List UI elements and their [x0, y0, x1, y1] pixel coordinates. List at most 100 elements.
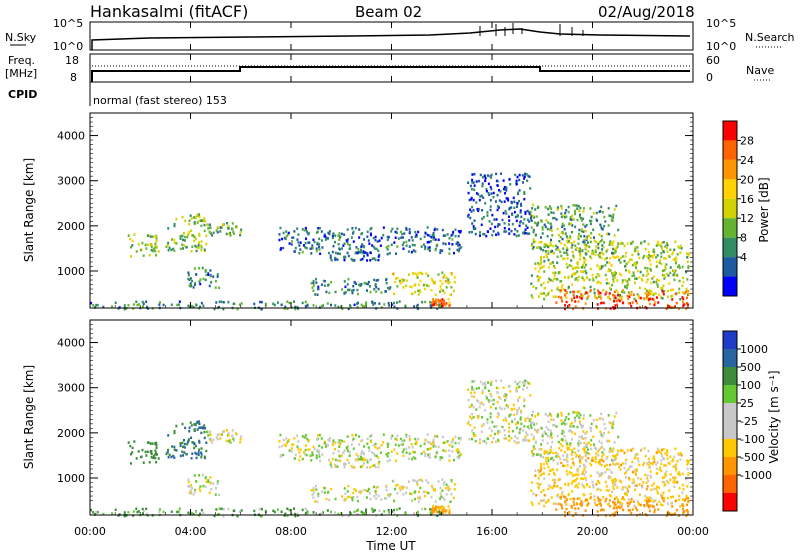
power-cell — [668, 305, 671, 308]
velocity-cell — [373, 495, 376, 498]
power-cell — [507, 199, 510, 202]
velocity-cell — [402, 448, 405, 451]
power-cell — [474, 227, 477, 230]
velocity-cell — [131, 446, 134, 450]
velocity-cell — [513, 407, 516, 411]
velocity-cell — [485, 441, 488, 445]
velocity-cell — [637, 502, 640, 506]
velocity-cell — [378, 460, 381, 464]
velocity-cell — [304, 433, 307, 437]
velocity-cell — [602, 508, 605, 512]
power-cell — [357, 292, 360, 296]
velocity-cell — [599, 502, 602, 505]
velocity-cell — [612, 454, 615, 458]
velocity-cell — [679, 504, 682, 508]
velocity-cell — [514, 435, 517, 438]
power-cell — [428, 234, 431, 238]
power-cell — [417, 289, 420, 293]
power-cell — [621, 255, 624, 258]
velocity-cell — [408, 452, 411, 455]
power-cell — [560, 207, 563, 210]
power-cell — [579, 257, 582, 261]
power-cell — [549, 228, 552, 231]
power-cell — [568, 264, 571, 267]
velocity-cell — [495, 440, 498, 443]
power-cell — [151, 235, 154, 238]
power-cell — [454, 234, 457, 238]
power-cell — [579, 295, 582, 298]
velocity-cell — [424, 494, 427, 498]
velocity-cell — [394, 437, 397, 441]
power-cell — [661, 288, 664, 292]
power-cell — [439, 305, 442, 309]
power-cell — [396, 301, 399, 304]
velocity-cell — [373, 454, 376, 457]
power-cell — [674, 292, 677, 296]
velocity-cell — [154, 456, 157, 460]
velocity-cell — [440, 509, 443, 512]
power-cell — [638, 256, 641, 260]
velocity-cell — [229, 438, 232, 442]
power-cell — [132, 303, 135, 306]
power-cell — [473, 219, 476, 222]
velocity-cell — [496, 400, 499, 404]
power-cell — [608, 292, 611, 295]
power-cell — [539, 262, 542, 266]
velocity-cell — [344, 498, 347, 501]
power-cell — [553, 274, 556, 277]
velocity-cell — [484, 386, 487, 390]
velocity-cell — [376, 447, 379, 450]
power-cell — [537, 279, 540, 283]
power-cell — [493, 218, 496, 221]
power-cell — [582, 286, 585, 289]
velocity-cell — [442, 510, 445, 513]
velocity-cell — [92, 511, 95, 514]
power-cell — [483, 232, 486, 236]
velocity-cell — [316, 448, 319, 452]
power-cell — [626, 280, 629, 283]
velocity-cell — [542, 488, 545, 492]
colorbar-swatch — [723, 218, 737, 238]
velocity-cell — [440, 495, 443, 498]
power-cell — [551, 279, 554, 283]
power-cell — [545, 253, 548, 256]
velocity-cell — [577, 455, 580, 459]
power-cell — [232, 230, 235, 234]
velocity-cell — [486, 418, 489, 421]
velocity-cell — [531, 503, 534, 506]
power-cell — [595, 276, 598, 279]
velocity-cell — [386, 442, 389, 446]
velocity-cell — [619, 468, 622, 471]
power-cell — [491, 213, 494, 217]
power-cell — [664, 265, 667, 269]
power-cell — [496, 193, 499, 197]
velocity-cell — [366, 466, 369, 469]
velocity-cell — [209, 476, 212, 479]
power-cell — [584, 263, 587, 267]
velocity-cell — [394, 459, 397, 462]
velocity-cell — [200, 453, 203, 456]
power-cell — [586, 296, 589, 299]
velocity-cell — [375, 486, 378, 489]
power-cell — [638, 286, 641, 290]
colorbar-tick-label: 500 — [740, 361, 761, 374]
velocity-cell — [595, 447, 598, 451]
velocity-cell — [642, 481, 645, 484]
velocity-cell — [393, 499, 396, 503]
velocity-cell — [563, 450, 566, 454]
power-cell — [170, 248, 173, 252]
velocity-cell — [539, 462, 542, 466]
power-cell — [677, 265, 680, 269]
velocity-cell — [360, 455, 363, 459]
power-cell — [583, 256, 586, 260]
power-cell — [452, 251, 455, 255]
power-cell — [539, 258, 542, 261]
power-cell — [571, 272, 574, 276]
velocity-cell — [584, 476, 587, 480]
power-cell — [426, 233, 429, 237]
power-cell — [578, 228, 581, 232]
velocity-cell — [652, 457, 655, 460]
power-cell — [684, 290, 687, 294]
power-cell — [375, 290, 378, 293]
power-cell — [599, 291, 602, 295]
